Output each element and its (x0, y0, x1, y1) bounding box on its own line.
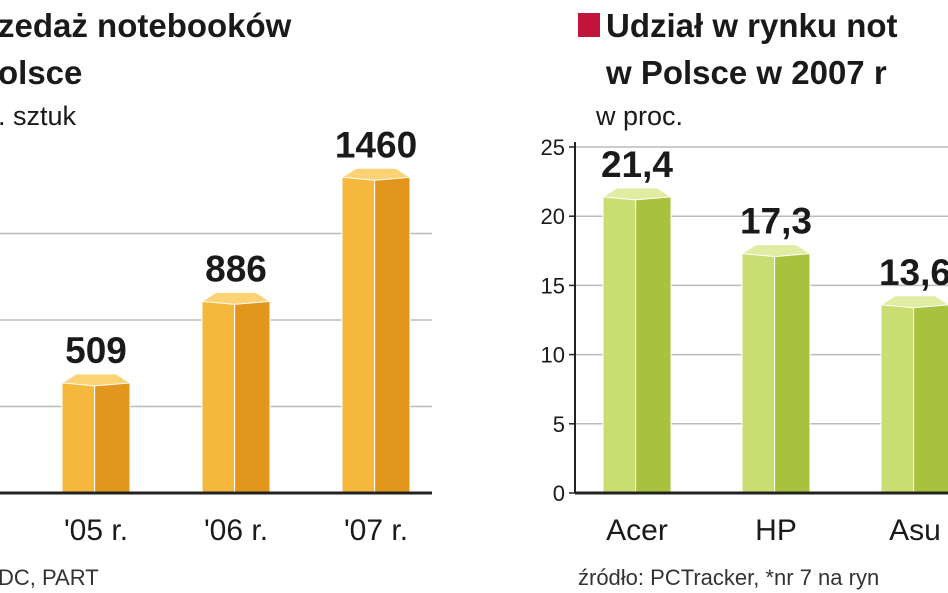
bar-side (94, 382, 131, 494)
value-label: 886 (205, 248, 267, 289)
bar-top (601, 187, 673, 201)
bar (61, 382, 96, 494)
bar-side (635, 196, 672, 494)
x-tick-label: '07 r. (344, 514, 408, 547)
y-tick-label: 10 (541, 343, 565, 368)
bar (341, 176, 376, 494)
y-tick-label: 15 (541, 273, 565, 298)
chart-title: olsce (0, 54, 82, 91)
y-tick-label: 20 (541, 204, 565, 229)
bar (741, 253, 776, 494)
bar-top (879, 295, 948, 309)
y-tick-label: 25 (541, 135, 565, 160)
chart-subtitle: w proc. (595, 101, 683, 131)
value-label: 509 (65, 330, 127, 371)
bar-side (913, 304, 948, 494)
chart-title: w Polsce w 2007 r (605, 54, 887, 91)
x-tick-label: HP (755, 514, 797, 547)
value-label: 1460 (335, 124, 417, 165)
title-marker (578, 13, 600, 37)
bar (880, 304, 915, 494)
bar-top (60, 373, 132, 387)
chart-subtitle: . sztuk (0, 101, 77, 131)
bar (602, 196, 637, 494)
value-label: 21,4 (601, 144, 673, 185)
x-tick-label: '06 r. (204, 514, 268, 547)
bar-top (340, 167, 412, 181)
x-tick-label: '05 r. (64, 514, 128, 547)
x-tick-label: Asu (889, 514, 941, 547)
bar (201, 300, 236, 494)
x-tick-label: Acer (606, 514, 668, 547)
bar-top (740, 244, 812, 258)
bar-side (774, 253, 811, 494)
y-tick-label: 0 (553, 481, 565, 506)
bar-side (374, 176, 411, 494)
bar-side (234, 300, 271, 494)
value-label: 17,3 (740, 201, 812, 242)
chart-title: zedaż notebooków (0, 7, 292, 44)
source: źródło: PCTracker, *nr 7 na ryn (578, 565, 879, 590)
bar-top (200, 291, 272, 305)
chart-title: Udział w rynku not (606, 7, 898, 44)
source: DC, PART (0, 565, 99, 590)
y-tick-label: 5 (553, 412, 565, 437)
value-label: 13,6 (879, 252, 948, 293)
